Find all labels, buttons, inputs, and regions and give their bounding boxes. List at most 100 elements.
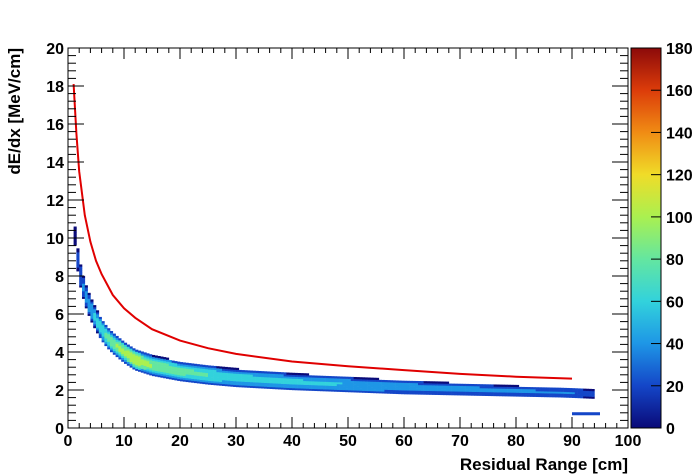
band-bin xyxy=(574,392,578,395)
band-bin xyxy=(294,380,298,383)
band-bin xyxy=(188,372,192,375)
band-bin xyxy=(110,331,114,334)
band-bin xyxy=(292,376,296,379)
band-bin xyxy=(157,363,161,366)
band-bin xyxy=(423,383,427,386)
band-bin xyxy=(76,259,80,262)
band-bin xyxy=(577,388,581,391)
band-bin xyxy=(213,373,217,376)
band-bin xyxy=(429,385,433,388)
band-bin xyxy=(188,366,192,370)
band-bin xyxy=(224,382,228,385)
band-bin xyxy=(241,375,245,378)
y-tick-label: 0 xyxy=(55,421,64,438)
band-bin xyxy=(194,373,198,376)
band-bin xyxy=(460,385,464,388)
band-bin xyxy=(432,383,436,386)
band-layer xyxy=(73,226,600,416)
band-bin xyxy=(401,386,405,389)
band-bin xyxy=(252,383,256,387)
band-bin xyxy=(73,239,77,243)
band-bin xyxy=(420,388,424,391)
band-bin xyxy=(334,387,338,390)
band-bin xyxy=(373,379,377,382)
band-bin xyxy=(171,364,175,367)
band-bin xyxy=(202,374,206,377)
band-bin xyxy=(143,371,147,374)
band-bin xyxy=(129,365,133,368)
band-bin xyxy=(73,230,77,233)
band-bin xyxy=(138,356,142,359)
band-bin xyxy=(129,346,133,349)
band-bin xyxy=(196,379,200,382)
band-bin xyxy=(300,380,304,383)
band-bin xyxy=(182,377,186,380)
band-bin xyxy=(502,384,506,387)
band-bin xyxy=(101,321,105,324)
band-bin xyxy=(110,350,114,353)
band-bin xyxy=(502,390,506,393)
band-bin xyxy=(230,367,234,370)
band-bin xyxy=(362,390,366,393)
band-bin xyxy=(328,385,332,388)
band-bin xyxy=(266,373,270,376)
colorbar-tick-label: 40 xyxy=(666,337,684,354)
band-bin xyxy=(93,312,97,315)
band-bin xyxy=(378,387,382,390)
band-bin xyxy=(586,392,590,395)
band-bin xyxy=(87,302,91,305)
band-bin xyxy=(311,379,315,382)
band-bin xyxy=(138,358,142,361)
band-bin xyxy=(110,338,114,341)
band-bin xyxy=(541,389,545,392)
band-bin xyxy=(496,386,500,389)
band-bin xyxy=(345,382,349,385)
band-bin xyxy=(79,285,83,288)
band-bin xyxy=(314,386,318,390)
band-bin xyxy=(384,385,388,388)
band-bin xyxy=(479,387,483,391)
band-bin xyxy=(378,381,382,384)
band-bin xyxy=(275,381,279,384)
band-bin xyxy=(118,349,122,352)
band-bin xyxy=(143,369,147,372)
band-bin xyxy=(513,390,517,393)
band-bin xyxy=(219,366,223,369)
band-bin xyxy=(362,384,366,388)
band-bin xyxy=(252,370,256,373)
band-bin xyxy=(471,389,475,392)
band-bin xyxy=(227,370,231,374)
band-bin xyxy=(272,377,276,380)
band-bin xyxy=(485,389,489,393)
band-bin xyxy=(132,357,136,360)
band-bin xyxy=(115,339,119,342)
band-bin xyxy=(418,386,422,389)
band-bin xyxy=(152,358,156,361)
band-bin xyxy=(112,341,116,344)
band-bin xyxy=(569,393,573,396)
band-bin xyxy=(219,368,223,371)
band-bin xyxy=(143,361,147,365)
band-bin xyxy=(381,381,385,385)
band-bin xyxy=(300,386,304,389)
band-bin xyxy=(359,379,363,382)
band-bin xyxy=(544,389,548,392)
band-bin xyxy=(574,390,578,393)
band-bin xyxy=(376,379,380,382)
band-bin xyxy=(110,348,114,351)
band-bin xyxy=(283,387,287,390)
band-bin xyxy=(426,390,430,393)
band-bin xyxy=(521,386,525,390)
band-bin xyxy=(272,385,276,388)
band-bin xyxy=(577,395,581,399)
band-bin xyxy=(146,362,150,366)
band-bin xyxy=(132,352,136,355)
band-bin xyxy=(560,395,564,398)
band-bin xyxy=(213,371,217,374)
x-axis-label: Residual Range [cm] xyxy=(460,455,628,474)
band-bin xyxy=(350,382,354,385)
band-bin xyxy=(516,394,520,397)
band-bin xyxy=(247,377,251,381)
band-bin xyxy=(132,353,136,357)
band-bin xyxy=(171,373,175,377)
